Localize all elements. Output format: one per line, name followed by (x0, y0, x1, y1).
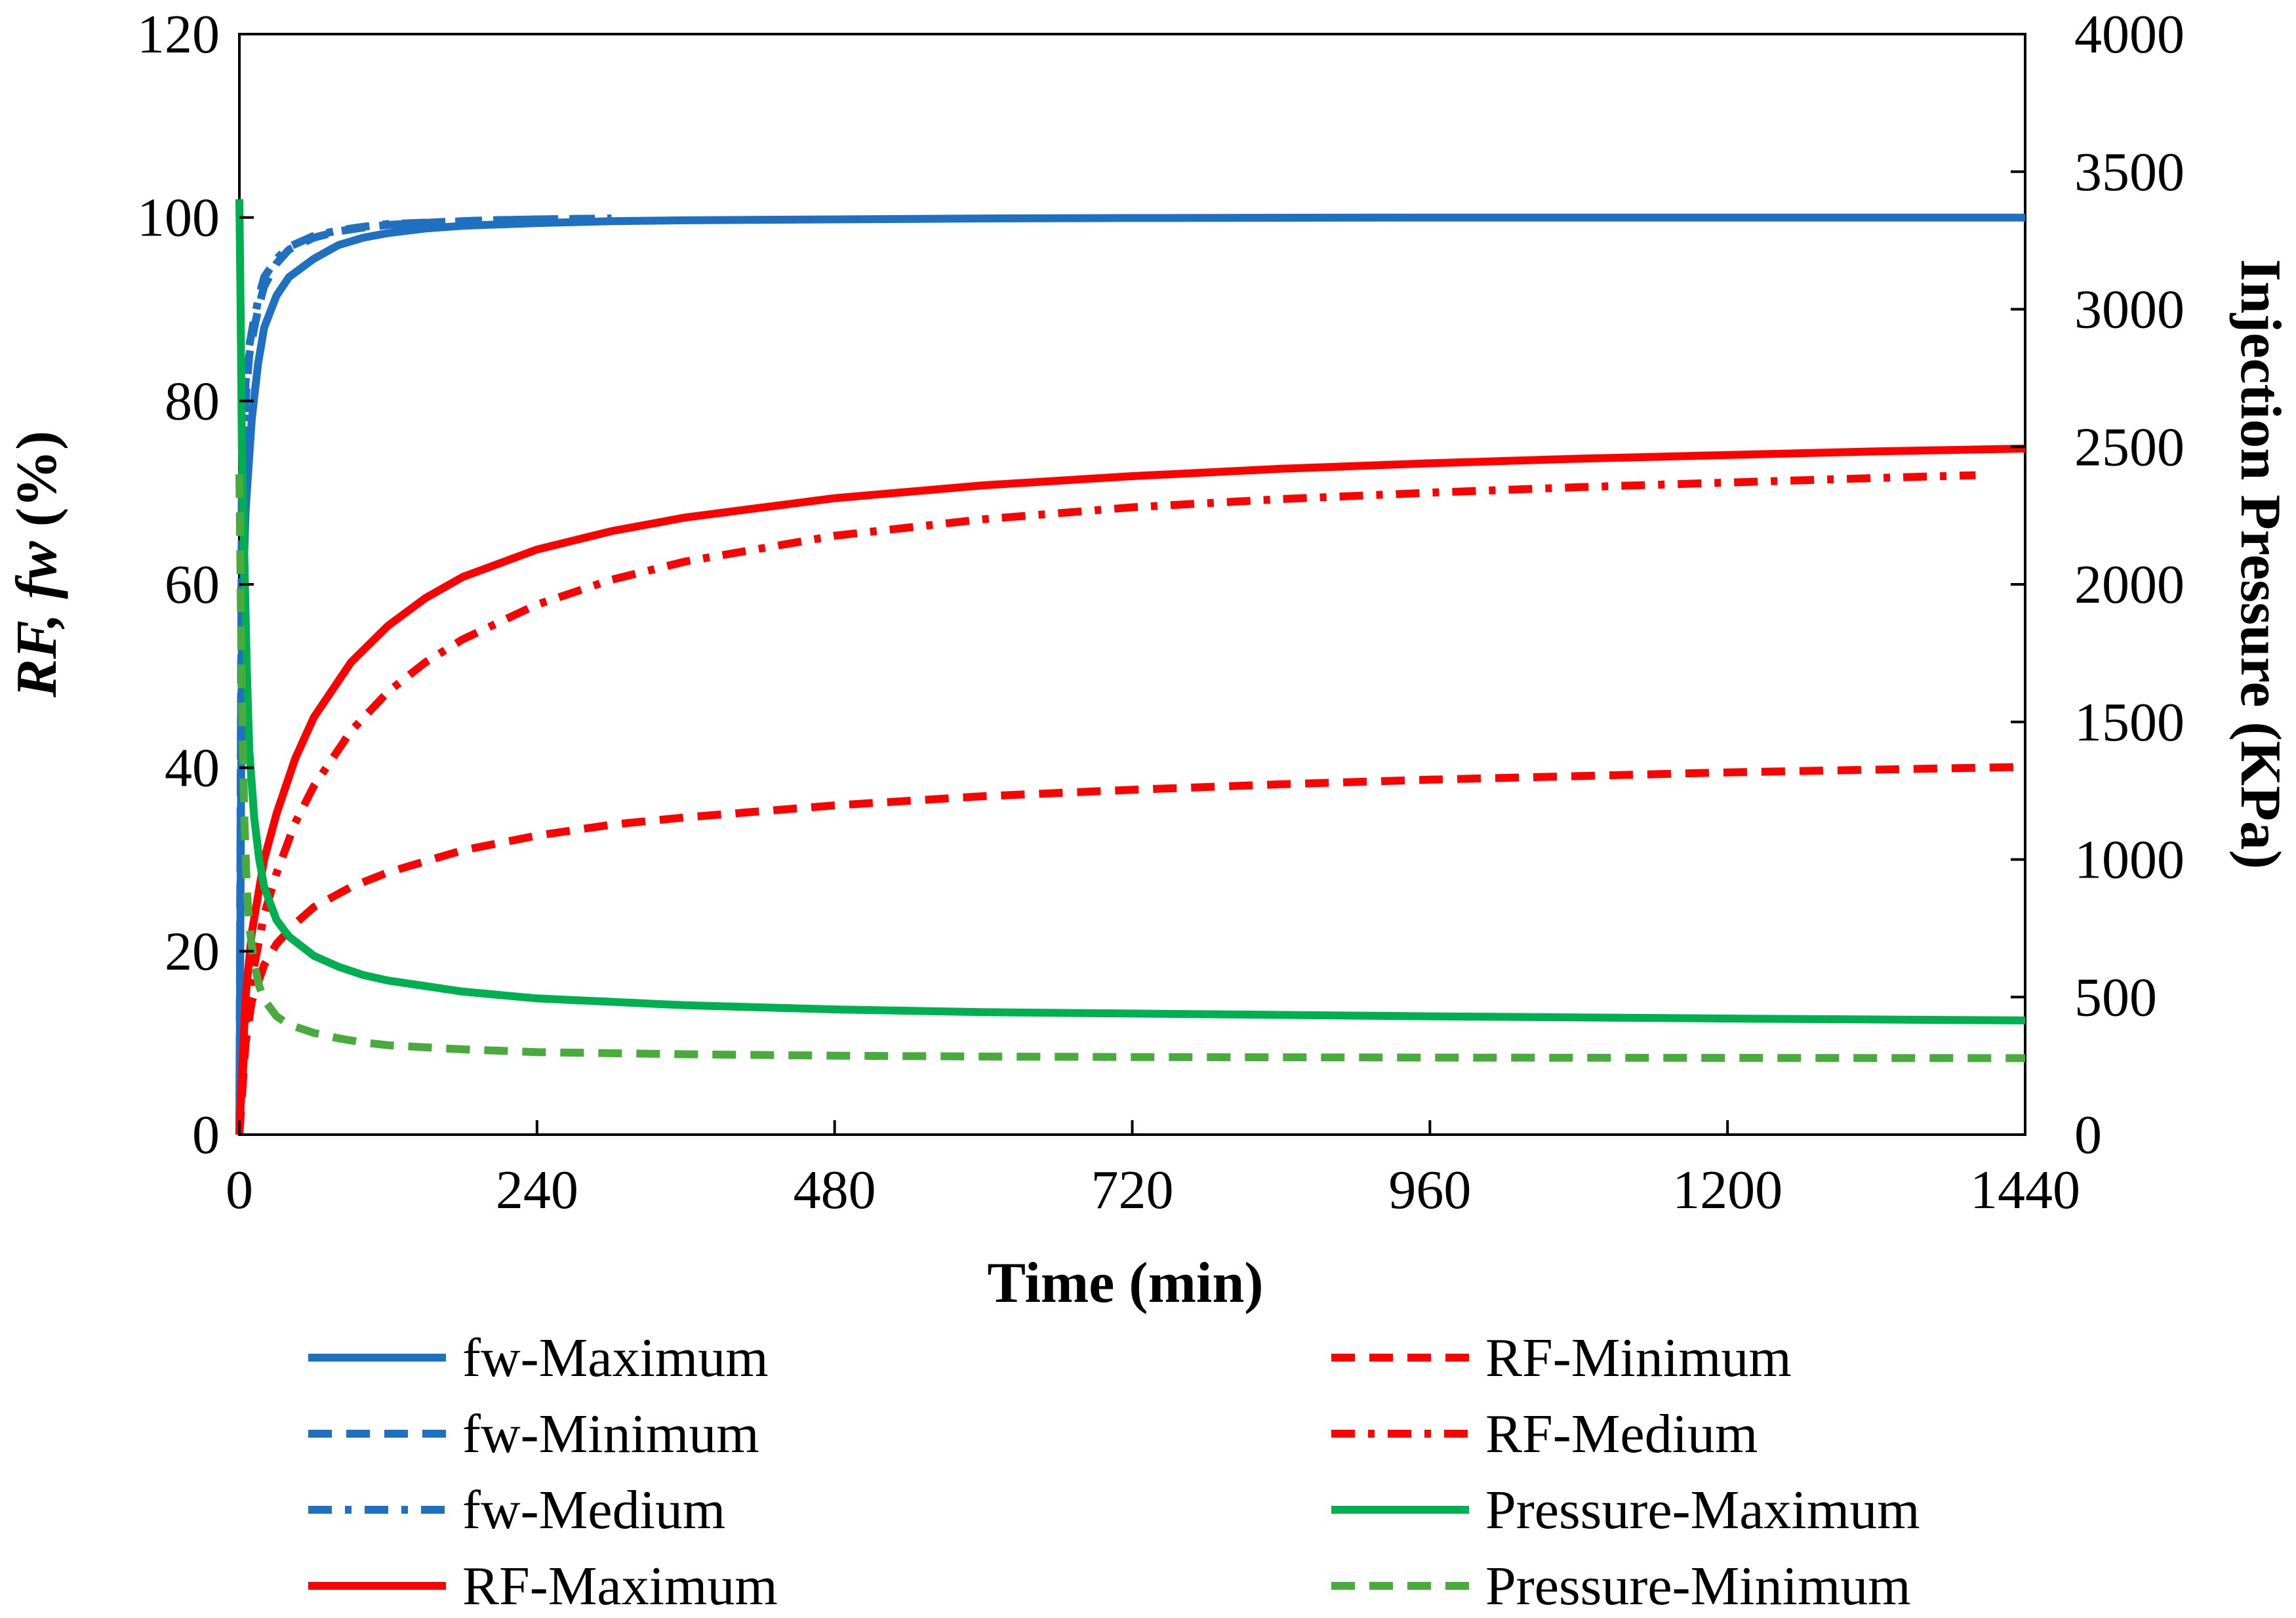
y2-tick-label: 2500 (2074, 416, 2185, 477)
y2-tick-label: 0 (2074, 1104, 2102, 1165)
y-tick-label: 100 (137, 188, 220, 249)
series-line-rf-minimum (235, 763, 2026, 1135)
y-tick-label: 60 (165, 554, 220, 615)
legend-label-rf-medium: RF-Medium (1485, 1404, 1758, 1465)
y2-tick-label: 3500 (2074, 142, 2185, 203)
x-tick-label: 960 (1388, 1160, 1471, 1221)
plot-area (238, 33, 2026, 1136)
y2-tick-label: 4000 (2074, 4, 2185, 65)
y2-tick-label: 1000 (2074, 830, 2185, 891)
y-tick-label: 40 (165, 738, 220, 799)
series-line-pressure-maximum (235, 199, 2026, 1024)
y-tick-label: 120 (137, 4, 220, 65)
legend: fw-Maximum fw-Minimum fw-Medium RF-Maximum R… (308, 1327, 1920, 1617)
series-line-rf-maximum (235, 445, 2026, 1135)
legend-label-fw-minimum: fw-Minimum (462, 1404, 759, 1465)
series-line-pressure-minimum (235, 474, 2026, 1062)
legend-label-pressure-minimum: Pressure-Minimum (1485, 1556, 1911, 1617)
x-tick-label: 720 (1091, 1160, 1174, 1221)
x-axis-title: Time (min) (987, 1251, 1263, 1315)
legend-label-rf-minimum: RF-Minimum (1485, 1327, 1792, 1388)
y-tick-label: 20 (165, 921, 220, 982)
y-tick-label: 80 (165, 371, 220, 432)
x-tick-label: 240 (496, 1160, 578, 1221)
y2-axis-title: Injection Pressure (KPa) (2228, 259, 2292, 869)
axes: 0 240 480 720 960 1200 14400204060801001200500… (137, 4, 2185, 1221)
y2-tick-label: 1500 (2074, 692, 2185, 753)
x-tick-label: 480 (794, 1160, 876, 1221)
x-tick-label: 1200 (1672, 1160, 1782, 1221)
series-line-fw-minimum (235, 214, 612, 1135)
series-line-fw-maximum (235, 213, 2025, 1135)
y2-tick-label: 500 (2074, 967, 2157, 1028)
y2-tick-label: 2000 (2074, 554, 2185, 615)
y2-tick-label: 3000 (2074, 279, 2185, 340)
x-tick-label: 0 (226, 1160, 253, 1221)
legend-label-fw-maximum: fw-Maximum (462, 1327, 769, 1388)
y-axis-title: RF, fw (%) (5, 431, 69, 698)
legend-label-pressure-maximum: Pressure-Maximum (1485, 1480, 1920, 1541)
y-tick-label: 0 (192, 1104, 220, 1165)
series-lines (235, 199, 2026, 1135)
legend-label-fw-medium: fw-Medium (462, 1480, 725, 1541)
legend-label-rf-maximum: RF-Maximum (462, 1556, 778, 1617)
plot-frame (238, 33, 2026, 1136)
series-line-rf-medium (235, 471, 1976, 1135)
x-tick-label: 1440 (1970, 1160, 2080, 1221)
